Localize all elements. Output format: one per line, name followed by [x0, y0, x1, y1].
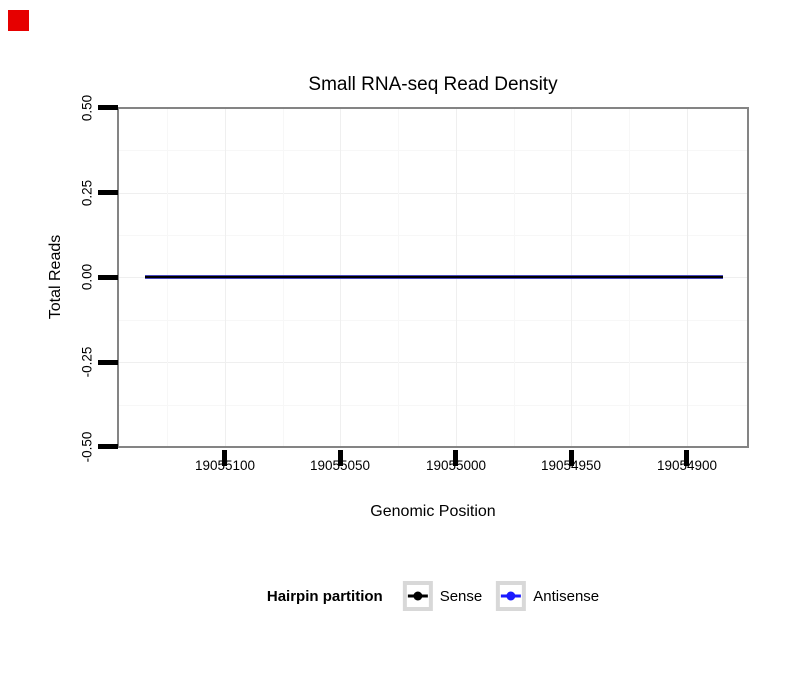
legend-label-antisense: Antisense: [533, 587, 600, 605]
y-tick-label: 0.00: [79, 263, 95, 291]
x-tick: [569, 450, 574, 466]
antisense-series-line: [145, 275, 723, 279]
gridline-h-minor: [119, 320, 747, 321]
gridline-h-minor: [119, 405, 747, 406]
gridline-h-minor: [119, 235, 747, 236]
x-tick: [684, 450, 689, 466]
y-tick: [98, 105, 118, 110]
legend-label-sense: Sense: [439, 587, 483, 605]
legend-key-sense: [402, 581, 433, 611]
sense-point-icon: [413, 591, 423, 601]
gridline-h-major: [119, 362, 747, 363]
x-tick-label: 19055050: [309, 458, 371, 473]
x-tick-label: 19054950: [540, 458, 602, 473]
y-tick: [98, 444, 118, 449]
x-axis-title: Genomic Position: [370, 503, 496, 520]
plot-panel: [117, 107, 749, 448]
antisense-point-icon: [506, 591, 516, 601]
y-tick: [98, 360, 118, 365]
legend-key-antisense: [496, 581, 527, 611]
legend: Hairpin partition Sense Antisense: [267, 579, 599, 613]
x-tick-label: 19055000: [425, 458, 487, 473]
x-tick: [453, 450, 458, 466]
chart-title: Small RNA-seq Read Density: [308, 74, 558, 95]
y-tick: [98, 275, 118, 280]
x-tick: [222, 450, 227, 466]
y-tick-label: -0.50: [79, 431, 95, 463]
x-tick-label: 19054900: [656, 458, 718, 473]
gridline-h-minor: [119, 150, 747, 151]
legend-title: Hairpin partition: [266, 587, 383, 605]
sense-series-line: [145, 276, 723, 278]
x-tick: [338, 450, 343, 466]
y-tick-label: 0.25: [79, 179, 95, 207]
y-tick: [98, 190, 118, 195]
y-tick-label: -0.25: [79, 346, 95, 378]
y-axis-title: Total Reads: [47, 234, 64, 320]
red-square-marker: [8, 10, 29, 31]
gridline-h-major: [119, 193, 747, 194]
x-tick-label: 19055100: [194, 458, 256, 473]
y-tick-label: 0.50: [79, 94, 95, 122]
